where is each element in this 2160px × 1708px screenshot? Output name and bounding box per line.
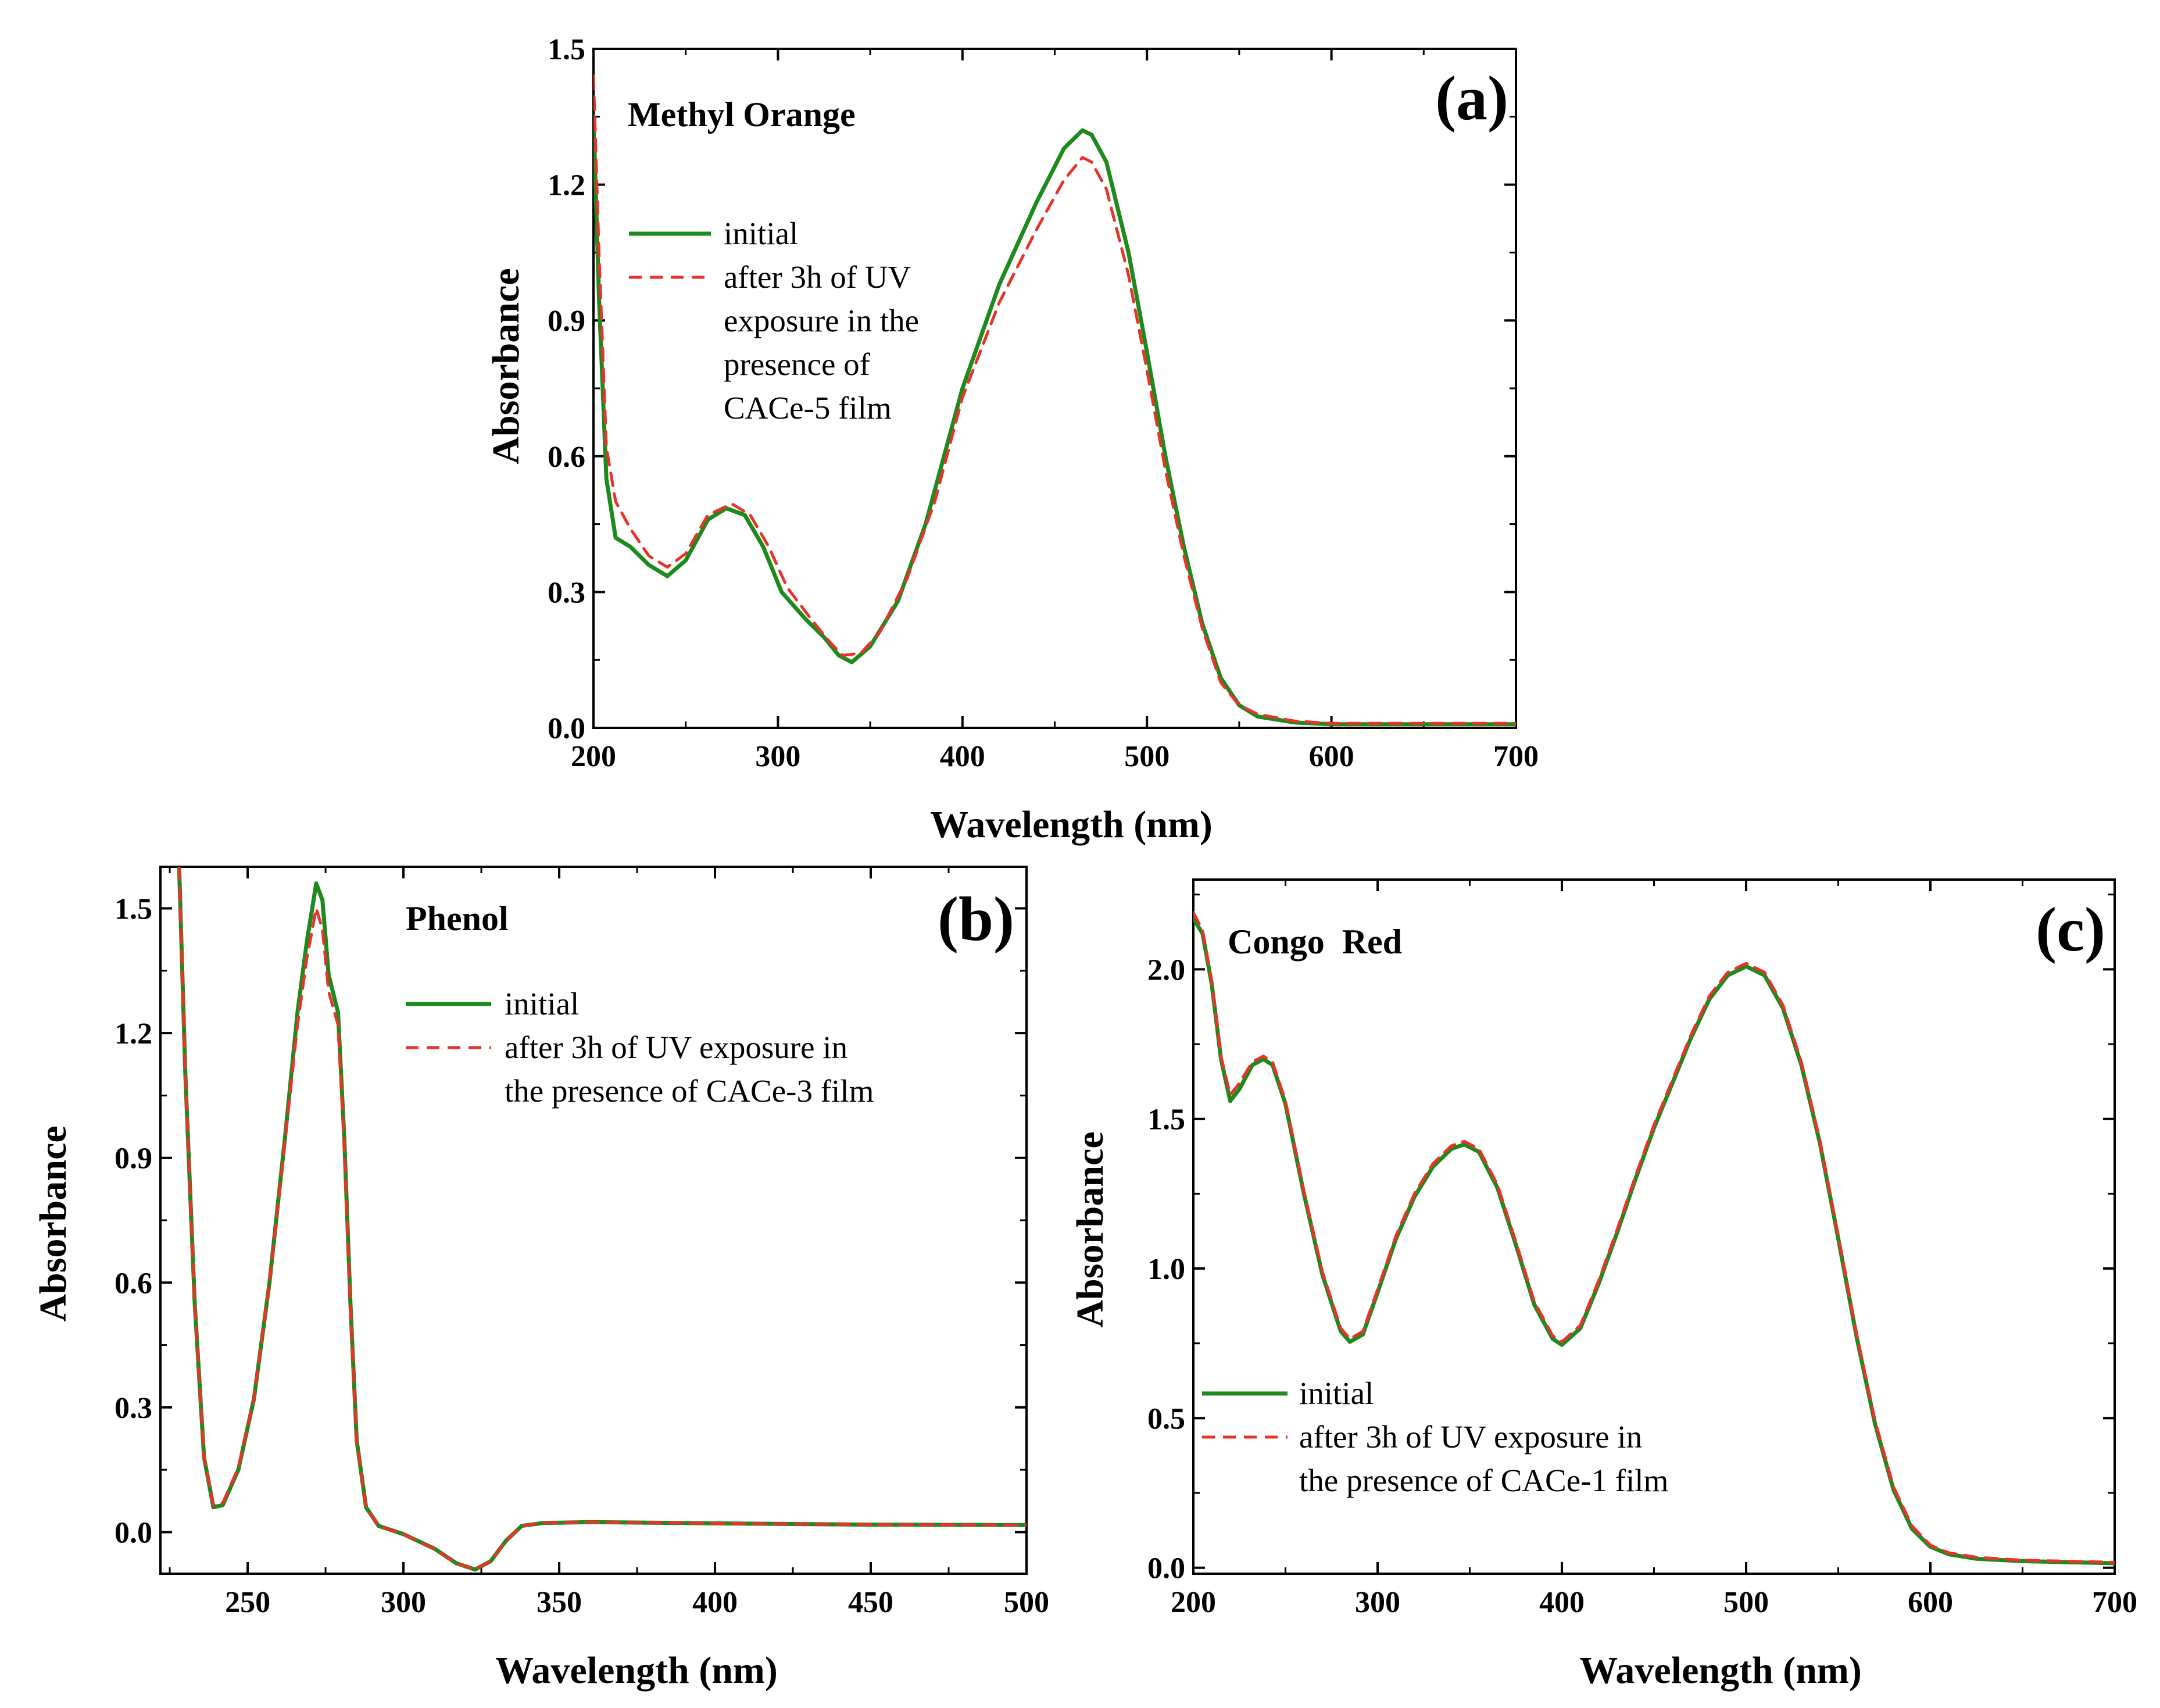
x-tick-label-a-2: 400 (940, 740, 985, 773)
x-tick-label-b-3: 400 (692, 1586, 738, 1619)
x-tick-label-a-1: 300 (755, 740, 800, 773)
x-tick-label-c-3: 500 (1723, 1586, 1769, 1619)
series-line-c-after-uv (1193, 911, 2115, 1564)
y-tick-label-b-4: 1.2 (115, 1017, 152, 1050)
x-tick-label-b-2: 350 (537, 1586, 582, 1619)
legend-label-b-0-0: initial (505, 986, 579, 1021)
y-tick-label-b-1: 0.3 (115, 1392, 152, 1425)
series-group-b (177, 867, 1027, 1572)
x-axis-title-c: Wavelength (nm) (1579, 1649, 1862, 1692)
y-axis-title-a: Absorbance (485, 268, 527, 464)
series-group-c (1193, 911, 2115, 1566)
y-axis-title-b: Absorbance (32, 1125, 74, 1321)
x-tick-label-b-1: 300 (381, 1586, 426, 1619)
chart-title-c: Congo Red (1228, 923, 1402, 961)
y-tick-label-c-2: 1.0 (1147, 1253, 1185, 1286)
y-tick-label-c-0: 0.0 (1147, 1552, 1185, 1585)
panel-label-b: (b) (938, 885, 1014, 954)
y-axis-title-c: Absorbance (1069, 1131, 1111, 1327)
y-tick-label-a-4: 1.2 (548, 169, 585, 202)
y-tick-label-c-3: 1.5 (1147, 1103, 1185, 1137)
y-tick-label-c-4: 2.0 (1147, 953, 1185, 987)
x-tick-label-b-5: 500 (1004, 1586, 1049, 1619)
chart-panel-b: Phenol (b) Absorbance Wavelength (nm) 25… (32, 866, 1049, 1692)
y-tick-label-b-2: 0.6 (115, 1267, 152, 1300)
y-tick-label-a-1: 0.3 (548, 576, 585, 609)
x-tick-label-c-0: 200 (1171, 1586, 1216, 1619)
y-tick-label-c-1: 0.5 (1147, 1402, 1185, 1435)
legend-label-c-1-1: the presence of CACe-1 film (1299, 1463, 1668, 1498)
panel-label-a: (a) (1435, 64, 1508, 133)
x-axis-title-a: Wavelength (nm) (930, 803, 1213, 846)
series-line-a-after-uv (593, 74, 1516, 725)
x-tick-label-a-3: 500 (1124, 740, 1170, 773)
legend-label-a-1-1: exposure in the (724, 303, 919, 338)
x-tick-label-c-4: 600 (1908, 1586, 1953, 1619)
x-tick-label-c-1: 300 (1355, 1586, 1400, 1619)
y-tick-label-a-5: 1.5 (548, 33, 585, 66)
y-tick-label-a-2: 0.6 (548, 441, 585, 474)
y-tick-label-b-3: 0.9 (115, 1142, 152, 1175)
x-tick-label-a-0: 200 (571, 740, 616, 773)
legend-label-a-1-3: CACe-5 film (724, 390, 892, 426)
chart-title-a: Methyl Orange (628, 95, 856, 134)
x-tick-label-a-5: 700 (1493, 740, 1539, 773)
legend-label-c-1-0: after 3h of UV exposure in (1299, 1419, 1642, 1455)
chart-panel-c: Congo Red (c) Absorbance Wavelength (nm)… (1069, 878, 2137, 1692)
legend-label-a-1-0: after 3h of UV (724, 259, 911, 295)
x-tick-label-c-2: 400 (1539, 1586, 1585, 1619)
y-tick-label-a-0: 0.0 (548, 712, 585, 745)
chart-title-b: Phenol (406, 899, 509, 938)
legend-label-a-1-2: presence of (724, 346, 871, 382)
legend-label-b-1-0: after 3h of UV exposure in (505, 1030, 847, 1065)
series-group-a (593, 74, 1516, 727)
x-tick-label-b-0: 250 (225, 1586, 270, 1619)
legend-label-a-0-0: initial (724, 216, 798, 251)
x-tick-label-c-5: 700 (2092, 1586, 2137, 1619)
x-axis-title-b: Wavelength (nm) (495, 1649, 778, 1692)
y-tick-label-b-0: 0.0 (115, 1516, 152, 1549)
legend-label-b-1-1: the presence of CACe-3 film (505, 1073, 874, 1109)
legend-label-c-0-0: initial (1299, 1375, 1374, 1411)
chart-panel-a: Methyl Orange (a) Absorbance Wavelength … (485, 33, 1539, 846)
x-tick-label-b-4: 450 (848, 1586, 893, 1619)
series-line-b-after-uv (177, 867, 1027, 1571)
y-tick-label-a-3: 0.9 (548, 305, 585, 338)
y-tick-label-b-5: 1.5 (115, 893, 152, 926)
panel-label-c: (c) (2036, 895, 2105, 964)
x-tick-label-a-4: 600 (1309, 740, 1354, 773)
